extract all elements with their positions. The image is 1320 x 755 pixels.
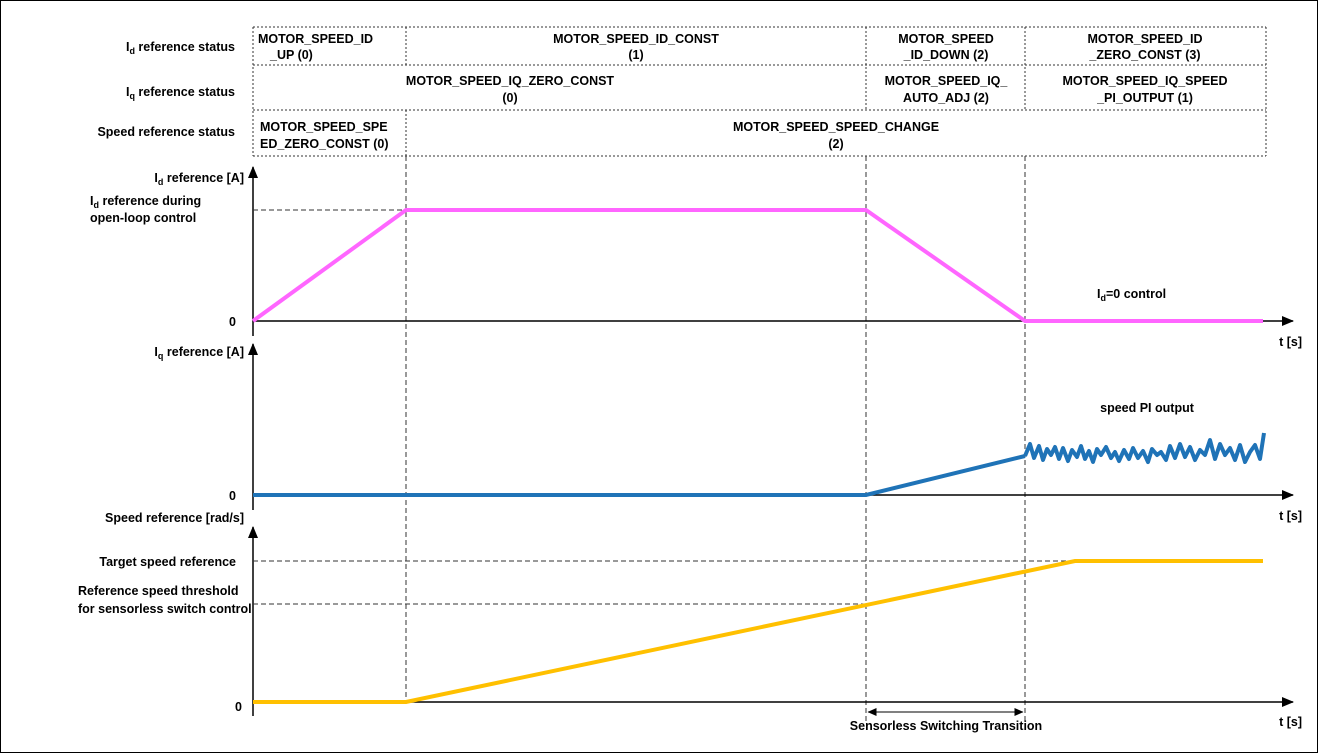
id-status-cell-const: MOTOR_SPEED_ID_CONST (1) xyxy=(553,32,719,62)
id-zero-control-annotation: Id=0 control xyxy=(1097,287,1166,303)
speed-time-label: t [s] xyxy=(1279,715,1302,729)
id-status-label: Id reference status xyxy=(126,40,235,56)
speed-reference-trace xyxy=(253,559,1263,704)
id-level-label: Id reference during open-loop control xyxy=(90,194,201,225)
id-reference-trace xyxy=(251,208,1263,323)
id-zero-label: 0 xyxy=(229,315,236,329)
iq-reference-trace xyxy=(253,454,1026,497)
id-panel: Id reference [A] Id reference during open… xyxy=(90,166,1302,349)
speed-zero-label: 0 xyxy=(235,700,242,714)
speed-panel: Speed reference [rad/s] Target speed ref… xyxy=(78,511,1302,733)
iq-status-cell-auto-adj: MOTOR_SPEED_IQ_ AUTO_ADJ (2) xyxy=(885,74,1009,105)
iq-pi-output-trace xyxy=(1023,432,1266,464)
id-status-cell-zero-const: MOTOR_SPEED_ID _ZERO_CONST (3) xyxy=(1087,32,1202,62)
iq-status-cell-pi-output: MOTOR_SPEED_IQ_SPEED _PI_OUTPUT (1) xyxy=(1062,74,1227,105)
iq-zero-label: 0 xyxy=(229,489,236,503)
iq-status-label: Iq reference status xyxy=(126,85,235,101)
iq-panel: Iq reference [A] 0 speed PI output t [s] xyxy=(154,343,1302,523)
iq-status-cell-zero-const: MOTOR_SPEED_IQ_ZERO_CONST (0) xyxy=(406,74,615,105)
id-axis-label: Id reference [A] xyxy=(154,171,244,187)
speed-axis-label: Speed reference [rad/s] xyxy=(105,511,244,525)
id-status-cell-down: MOTOR_SPEED _ID_DOWN (2) xyxy=(898,32,994,62)
speed-status-cell-change: MOTOR_SPEED_SPEED_CHANGE (2) xyxy=(733,120,939,151)
iq-axis-label: Iq reference [A] xyxy=(154,345,244,361)
id-status-cell-up: MOTOR_SPEED_ID _UP (0) xyxy=(258,32,373,62)
iq-pi-output-annotation: speed PI output xyxy=(1100,401,1195,415)
transition-label: Sensorless Switching Transition xyxy=(850,719,1042,733)
id-time-label: t [s] xyxy=(1279,335,1302,349)
phase-guide-lines xyxy=(405,156,1026,722)
iq-time-label: t [s] xyxy=(1279,509,1302,523)
speed-threshold-label: Reference speed threshold for sensorless … xyxy=(78,584,252,616)
status-table xyxy=(252,26,1267,157)
speed-target-label: Target speed reference xyxy=(99,555,236,569)
speed-status-label: Speed reference status xyxy=(97,125,235,139)
speed-status-cell-zero-const: MOTOR_SPEED_SPE ED_ZERO_CONST (0) xyxy=(260,120,389,151)
